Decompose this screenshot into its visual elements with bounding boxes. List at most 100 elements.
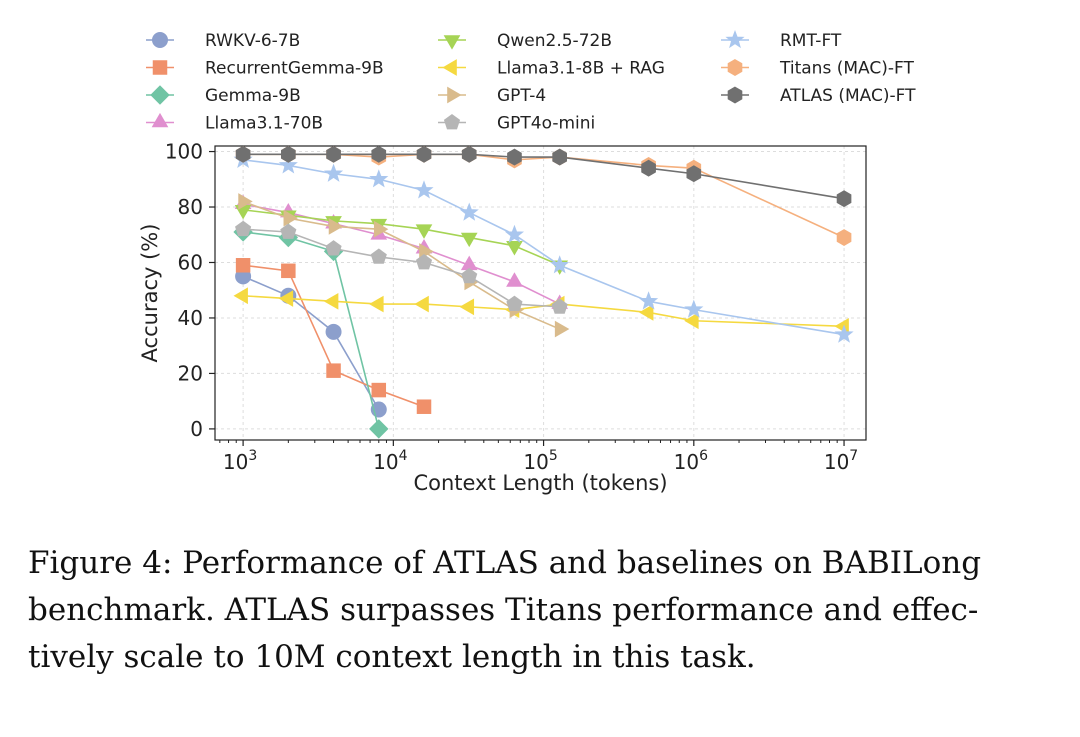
data-point bbox=[280, 223, 297, 239]
legend-marker bbox=[727, 59, 743, 76]
data-point bbox=[323, 292, 339, 310]
data-point bbox=[836, 190, 852, 208]
data-point bbox=[507, 148, 522, 166]
data-point bbox=[283, 209, 298, 227]
data-point bbox=[686, 165, 702, 183]
series-line bbox=[243, 208, 560, 266]
data-point bbox=[460, 232, 478, 248]
series-rwkv-6-7b bbox=[235, 268, 387, 418]
legend-item-llama3-1-8b-rag: Llama3.1-8B + RAG bbox=[438, 59, 665, 79]
data-point bbox=[278, 155, 298, 174]
data-point bbox=[415, 224, 433, 239]
data-point bbox=[371, 382, 387, 398]
data-point bbox=[325, 323, 342, 340]
chart-grid bbox=[215, 146, 866, 440]
series-line bbox=[242, 203, 561, 305]
data-point bbox=[459, 202, 479, 221]
legend-item-titans-mac-ft: Titans (MAC)-FT bbox=[721, 59, 914, 79]
legend-item-rmt-ft: RMT-FT bbox=[721, 29, 842, 51]
data-point bbox=[370, 248, 387, 264]
y-tick-label: 40 bbox=[178, 306, 203, 330]
series-line bbox=[243, 228, 560, 308]
legend-item-recurrentgemma-9b: RecurrentGemma-9B bbox=[146, 59, 384, 79]
data-point bbox=[235, 145, 251, 163]
x-axis-label: Context Length (tokens) bbox=[413, 471, 667, 495]
data-point bbox=[325, 240, 342, 256]
y-tick-label: 20 bbox=[178, 361, 203, 385]
legend-item-rwkv-6-7b: RWKV-6-7B bbox=[146, 31, 300, 51]
data-point bbox=[278, 290, 294, 307]
legend-label: RecurrentGemma-9B bbox=[205, 59, 384, 79]
legend-label: RWKV-6-7B bbox=[205, 31, 300, 51]
data-point bbox=[834, 324, 854, 343]
data-point bbox=[551, 298, 568, 314]
data-point bbox=[281, 263, 296, 279]
series-recurrentgemma-9b bbox=[235, 258, 432, 414]
series-gpt4o-mini bbox=[235, 220, 568, 314]
data-point bbox=[506, 272, 523, 287]
data-point bbox=[506, 295, 523, 311]
data-point bbox=[416, 399, 432, 414]
data-point bbox=[638, 304, 654, 321]
legend-marker bbox=[443, 35, 461, 50]
legend-item-llama3-1-70b: Llama3.1-70B bbox=[146, 112, 323, 134]
legend-label: Titans (MAC)-FT bbox=[779, 59, 914, 79]
data-point bbox=[328, 218, 344, 235]
legend-marker bbox=[150, 85, 170, 105]
y-tick-label: 0 bbox=[190, 417, 203, 441]
data-point bbox=[461, 267, 478, 284]
data-point bbox=[414, 180, 434, 199]
legend-marker bbox=[727, 86, 743, 104]
legend-marker bbox=[725, 29, 745, 49]
data-point bbox=[684, 312, 699, 330]
legend-marker bbox=[151, 112, 169, 128]
data-point bbox=[416, 145, 432, 163]
legend-item-atlas-mac-ft: ATLAS (MAC)-FT bbox=[721, 86, 916, 106]
y-tick-label: 80 bbox=[178, 195, 203, 219]
data-point bbox=[326, 145, 341, 163]
data-point bbox=[639, 291, 659, 310]
data-point bbox=[233, 287, 248, 305]
series-line bbox=[242, 200, 560, 330]
data-point bbox=[506, 241, 523, 256]
legend-item-gpt-4: GPT-4 bbox=[438, 86, 546, 106]
data-point bbox=[326, 363, 341, 378]
plot-frame bbox=[214, 145, 867, 441]
data-point bbox=[836, 229, 852, 246]
data-point bbox=[234, 204, 252, 220]
series-line bbox=[243, 231, 380, 430]
data-point bbox=[235, 258, 251, 273]
legend-label: ATLAS (MAC)-FT bbox=[780, 86, 916, 106]
data-point bbox=[323, 163, 344, 182]
y-tick-label: 60 bbox=[178, 250, 203, 274]
caption-line-3: tively scale to 10M context length in th… bbox=[28, 639, 756, 675]
legend-item-qwen2-5-72b: Qwen2.5-72B bbox=[438, 31, 612, 51]
data-point bbox=[369, 419, 389, 439]
legend-marker bbox=[447, 86, 462, 104]
data-point bbox=[369, 295, 384, 313]
series-line bbox=[242, 275, 380, 410]
y-axis-label: Accuracy (%) bbox=[138, 224, 162, 363]
data-point bbox=[641, 159, 656, 177]
data-point bbox=[461, 145, 477, 163]
x-tick-label: 106 bbox=[674, 448, 708, 474]
series-atlas-mac-ft bbox=[235, 145, 852, 208]
legend-label: RMT-FT bbox=[780, 31, 842, 51]
data-point bbox=[550, 255, 570, 274]
y-tick-label: 100 bbox=[165, 140, 203, 164]
legend-label: GPT-4 bbox=[497, 86, 546, 106]
legend-label: Gemma-9B bbox=[205, 86, 301, 106]
babilong-accuracy-chart: RWKV-6-7B RecurrentGemma-9B Gemma-9B Llama3… bbox=[138, 29, 916, 495]
legend-marker bbox=[443, 114, 461, 130]
data-point bbox=[552, 148, 567, 166]
x-tick-label: 104 bbox=[373, 448, 407, 474]
legend-marker bbox=[442, 59, 457, 76]
legend-label: Llama3.1-70B bbox=[205, 114, 323, 134]
legend-item-gpt4o-mini: GPT4o-mini bbox=[438, 114, 595, 134]
data-point bbox=[459, 298, 475, 316]
data-point bbox=[373, 220, 389, 238]
caption-line-2: benchmark. ATLAS surpasses Titans perfor… bbox=[28, 592, 979, 628]
legend-label: Qwen2.5-72B bbox=[497, 31, 612, 51]
caption-line-1: Figure 4: Performance of ATLAS and basel… bbox=[28, 545, 982, 581]
legend-label: GPT4o-mini bbox=[497, 114, 595, 134]
